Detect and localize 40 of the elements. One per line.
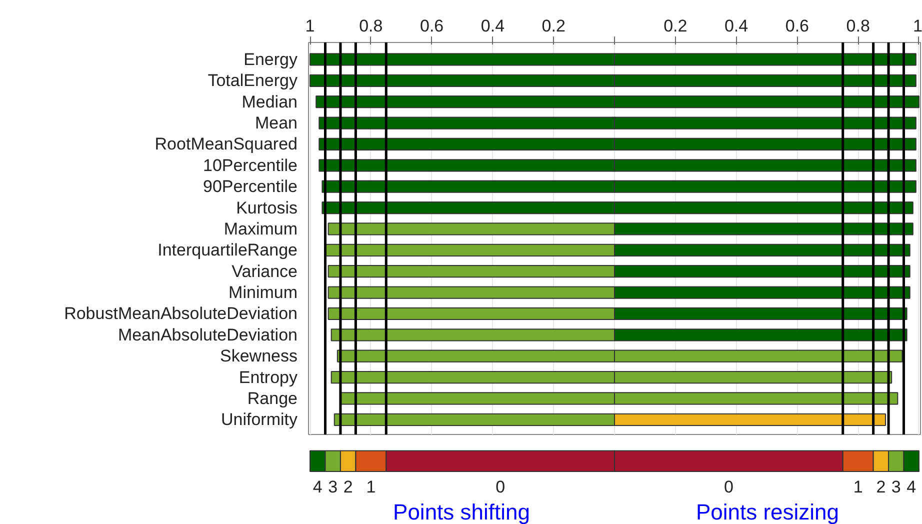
- y-tick-label: Maximum: [224, 219, 298, 238]
- x-tick-label: 0.2: [542, 16, 566, 36]
- y-tick-label: Mean: [254, 114, 298, 133]
- y-tick-label: TotalEnergy: [208, 71, 298, 90]
- x-tick-label: 1: [913, 16, 922, 36]
- y-tick-label: Entropy: [238, 368, 298, 387]
- y-tick-label: MeanAbsoluteDeviation: [118, 325, 298, 344]
- x-tick-label: 0.4: [480, 16, 505, 36]
- series-label: 0: [496, 478, 506, 496]
- x-tick-label: 0.2: [664, 16, 688, 36]
- annotation: Points shifting: [393, 499, 530, 524]
- annotation: Points resizing: [696, 499, 840, 524]
- x-tick-label: 1: [305, 16, 315, 36]
- y-tick-label: Range: [247, 388, 298, 408]
- x-tick-label: 0.6: [785, 16, 810, 36]
- y-tick-label: Uniformity: [220, 410, 298, 430]
- series-label: 4: [312, 478, 322, 496]
- series-label: 2: [343, 478, 353, 496]
- y-tick-label: 10Percentile: [202, 156, 298, 175]
- y-tick-label: Variance: [232, 262, 298, 281]
- y-tick-label: Kurtosis: [236, 198, 298, 218]
- series-label: 0: [724, 478, 734, 496]
- y-tick-label: RootMeanSquared: [154, 134, 298, 154]
- series-label: 4: [906, 478, 916, 496]
- series-label: 3: [328, 478, 338, 496]
- y-tick-label: Minimum: [228, 283, 298, 302]
- series-label: 2: [876, 478, 886, 496]
- x-tick-label: 0.6: [420, 16, 444, 36]
- y-tick-label: Energy: [244, 50, 298, 69]
- series-label: 1: [366, 478, 376, 496]
- x-tick-label: 0.4: [724, 16, 748, 36]
- x-tick-label: 0.8: [846, 16, 870, 36]
- y-tick-label: RobustMeanAbsoluteDeviation: [64, 304, 298, 324]
- y-tick-label: 90Percentile: [202, 177, 298, 196]
- series-label: 3: [891, 478, 901, 496]
- series-label: 1: [853, 478, 863, 496]
- y-tick-label: Median: [242, 92, 298, 112]
- x-tick-label: 0.8: [359, 16, 383, 36]
- y-tick-label: Skewness: [220, 346, 298, 366]
- y-tick-label: InterquartileRange: [158, 240, 298, 260]
